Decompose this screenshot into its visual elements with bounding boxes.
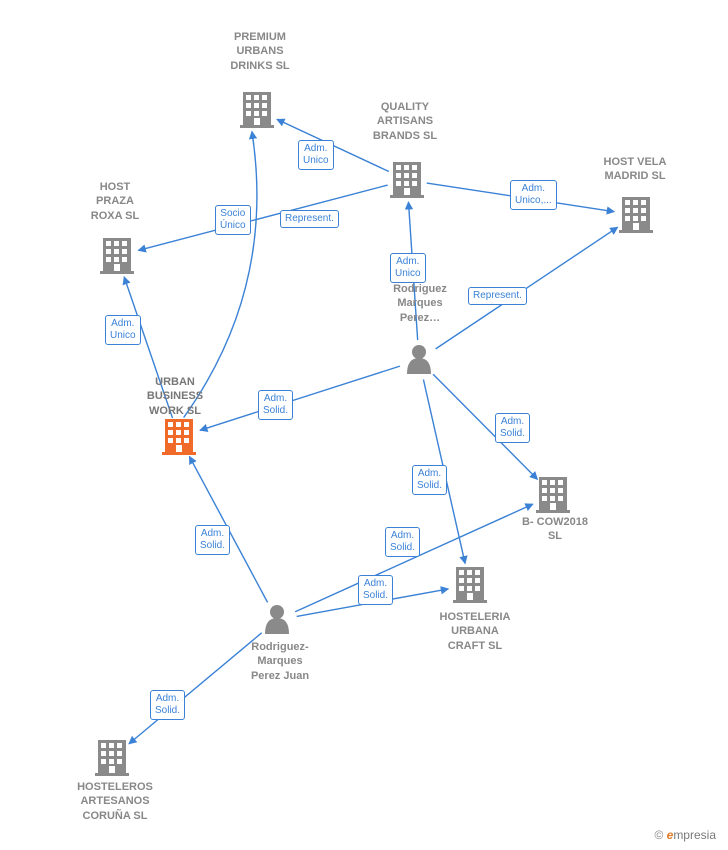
building-icon	[619, 197, 653, 233]
brand-rest: mpresia	[673, 828, 716, 842]
person-icon	[265, 605, 289, 634]
node-label: HOSTELEROSARTESANOSCORUÑA SL	[70, 780, 160, 823]
building-icon	[162, 419, 196, 455]
edge-label: Adm. Unico	[390, 253, 426, 283]
edge-label: Adm. Solid.	[495, 413, 530, 443]
building-icon	[390, 162, 424, 198]
company-node[interactable]	[162, 419, 196, 455]
edge	[138, 185, 387, 250]
edge-label: Adm. Solid.	[385, 527, 420, 557]
node-label: QUALITYARTISANSBRANDS SL	[360, 100, 450, 143]
edge-label: Adm. Solid.	[412, 465, 447, 495]
edge-label: Adm. Solid.	[358, 575, 393, 605]
company-node[interactable]	[390, 162, 424, 198]
node-label: PREMIUMURBANSDRINKS SL	[215, 30, 305, 73]
edge	[200, 366, 400, 430]
edge-label: Adm. Solid.	[150, 690, 185, 720]
edge-label: Socio Único	[215, 205, 251, 235]
company-node[interactable]	[453, 567, 487, 603]
copyright-symbol: ©	[654, 828, 663, 842]
node-label: B- COW2018SL	[510, 515, 600, 544]
node-label: HOSTPRAZAROXA SL	[70, 180, 160, 223]
attribution: © empresia	[654, 828, 716, 842]
building-icon	[95, 740, 129, 776]
company-node[interactable]	[536, 477, 570, 513]
building-icon	[536, 477, 570, 513]
node-label: HOSTELERIAURBANACRAFT SL	[430, 610, 520, 653]
building-icon	[240, 92, 274, 128]
edge-label: Adm. Unico	[105, 315, 141, 345]
building-icon	[453, 567, 487, 603]
company-node[interactable]	[240, 92, 274, 128]
node-label: HOST VELAMADRID SL	[590, 155, 680, 184]
node-label: Rodriguez-MarquesPerez Juan	[235, 640, 325, 683]
person-icon	[407, 345, 431, 374]
building-icon	[100, 238, 134, 274]
person-node[interactable]	[265, 605, 289, 634]
company-node[interactable]	[619, 197, 653, 233]
node-label: URBANBUSINESSWORK SL	[130, 375, 220, 418]
company-node[interactable]	[100, 238, 134, 274]
edge-label: Represent.	[280, 210, 339, 228]
company-node[interactable]	[95, 740, 129, 776]
edge-label: Represent.	[468, 287, 527, 305]
node-label: RodriguezMarquesPerez…	[375, 282, 465, 325]
edge-label: Adm. Unico,...	[510, 180, 557, 210]
edge-label: Adm. Solid.	[195, 525, 230, 555]
edge-label: Adm. Solid.	[258, 390, 293, 420]
edge-label: Adm. Unico	[298, 140, 334, 170]
person-node[interactable]	[407, 345, 431, 374]
